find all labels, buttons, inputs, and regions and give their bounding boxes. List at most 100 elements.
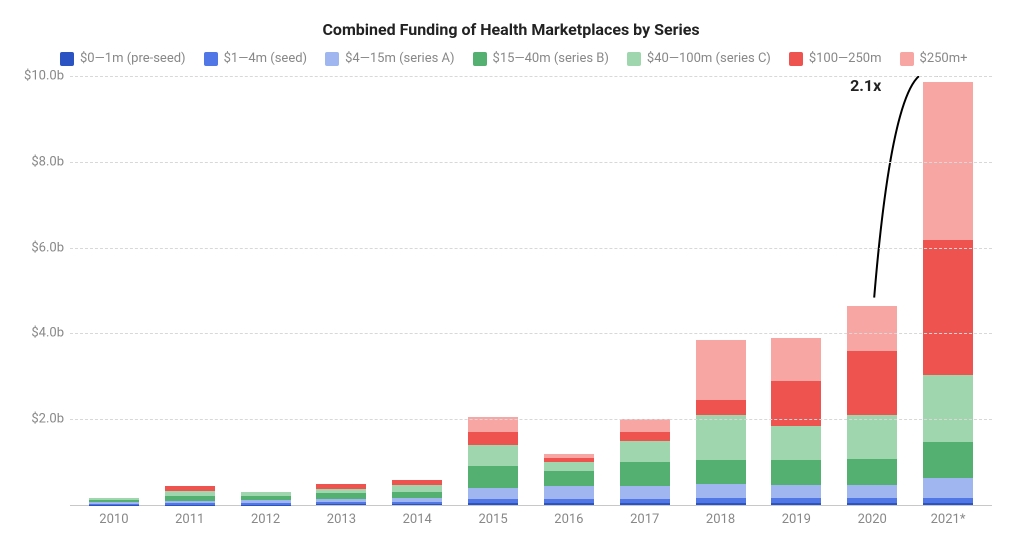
- bar-segment: [923, 503, 973, 505]
- y-tick-label: $10.0b: [20, 69, 64, 84]
- bar-column: [303, 484, 379, 505]
- x-tick-label: 2019: [758, 512, 834, 527]
- bar-segment: [923, 442, 973, 478]
- chart-legend: $0—1m (pre-seed) $1—4m (seed) $4—15m (seri…: [20, 51, 1002, 66]
- bar-segment: [620, 462, 670, 486]
- bar-segment: [847, 485, 897, 498]
- legend-label: $100—250m: [809, 51, 882, 66]
- funding-chart: Combined Funding of Health Marketplaces …: [20, 20, 1002, 527]
- gridline: [70, 162, 992, 163]
- bar-column: [683, 340, 759, 505]
- legend-item: $1—4m (seed): [204, 51, 308, 66]
- gridline: [70, 333, 992, 334]
- legend-item: $15—40m (series B): [473, 51, 609, 66]
- bar-segment: [468, 488, 518, 499]
- stacked-bar: [620, 419, 670, 505]
- x-tick-label: 2011: [152, 512, 228, 527]
- bar-segment: [847, 306, 897, 351]
- bar-segment: [923, 240, 973, 375]
- legend-swatch: [900, 52, 914, 66]
- legend-swatch: [60, 52, 74, 66]
- bar-segment: [620, 486, 670, 499]
- bars-row: [70, 76, 992, 505]
- stacked-bar: [165, 486, 215, 505]
- bar-column: [910, 82, 986, 505]
- bar-segment: [696, 340, 746, 400]
- bar-column: [152, 486, 228, 505]
- bar-column: [607, 419, 683, 505]
- stacked-bar: [771, 338, 821, 505]
- bar-segment: [544, 486, 594, 499]
- legend-item: $4—15m (series A): [325, 51, 454, 66]
- y-tick-label: $8.0b: [20, 154, 64, 169]
- x-tick-label: 2017: [607, 512, 683, 527]
- bar-segment: [696, 400, 746, 415]
- bar-segment: [696, 415, 746, 460]
- stacked-bar: [392, 480, 442, 505]
- legend-label: $40—100m (series C): [647, 51, 771, 66]
- x-tick-label: 2014: [379, 512, 455, 527]
- x-axis: 2010201120122013201420152016201720182019…: [70, 512, 992, 527]
- legend-swatch: [325, 52, 339, 66]
- bar-segment: [544, 503, 594, 505]
- bar-column: [379, 480, 455, 505]
- bar-segment: [847, 351, 897, 415]
- legend-swatch: [627, 52, 641, 66]
- bar-segment: [468, 503, 518, 505]
- y-tick-label: $2.0b: [20, 412, 64, 427]
- legend-item: $250m+: [900, 51, 968, 66]
- bar-segment: [923, 375, 973, 441]
- bar-column: [455, 417, 531, 505]
- bar-segment: [847, 415, 897, 459]
- legend-swatch: [789, 52, 803, 66]
- gridline: [70, 419, 992, 420]
- legend-swatch: [473, 52, 487, 66]
- legend-item: $0—1m (pre-seed): [60, 51, 186, 66]
- x-tick-label: 2018: [683, 512, 759, 527]
- x-tick-label: 2016: [531, 512, 607, 527]
- bar-segment: [771, 338, 821, 381]
- legend-item: $40—100m (series C): [627, 51, 771, 66]
- stacked-bar: [923, 82, 973, 505]
- bar-segment: [620, 441, 670, 462]
- bar-segment: [847, 459, 897, 485]
- stacked-bar: [696, 340, 746, 505]
- bar-segment: [468, 445, 518, 466]
- x-tick-label: 2013: [303, 512, 379, 527]
- x-tick-label: 2010: [76, 512, 152, 527]
- bar-segment: [392, 504, 442, 505]
- legend-swatch: [204, 52, 218, 66]
- stacked-bar: [316, 484, 366, 505]
- y-tick-label: $4.0b: [20, 326, 64, 341]
- legend-label: $250m+: [920, 51, 968, 66]
- gridline: [70, 248, 992, 249]
- gridline: [70, 76, 992, 77]
- bar-segment: [696, 460, 746, 484]
- bar-column: [76, 498, 152, 505]
- growth-annotation: 2.1x: [850, 76, 881, 95]
- bar-segment: [620, 419, 670, 432]
- x-tick-label: 2015: [455, 512, 531, 527]
- stacked-bar: [847, 306, 897, 505]
- bar-column: [834, 306, 910, 505]
- bar-column: [228, 492, 304, 505]
- legend-label: $15—40m (series B): [493, 51, 609, 66]
- bar-segment: [620, 432, 670, 441]
- bar-segment: [544, 471, 594, 486]
- bar-segment: [620, 503, 670, 505]
- legend-label: $0—1m (pre-seed): [80, 51, 186, 66]
- bar-column: [531, 454, 607, 505]
- chart-title: Combined Funding of Health Marketplaces …: [20, 20, 1002, 39]
- bar-segment: [771, 460, 821, 485]
- x-tick-label: 2012: [228, 512, 304, 527]
- bar-segment: [771, 426, 821, 460]
- legend-label: $1—4m (seed): [224, 51, 308, 66]
- x-tick-label: 2021*: [910, 512, 986, 527]
- plot-area: 2.1x $2.0b$4.0b$6.0b$8.0b$10.0b: [70, 76, 992, 506]
- stacked-bar: [89, 498, 139, 505]
- stacked-bar: [241, 492, 291, 505]
- stacked-bar: [468, 417, 518, 505]
- stacked-bar: [544, 454, 594, 505]
- bar-segment: [544, 462, 594, 471]
- bar-segment: [771, 503, 821, 505]
